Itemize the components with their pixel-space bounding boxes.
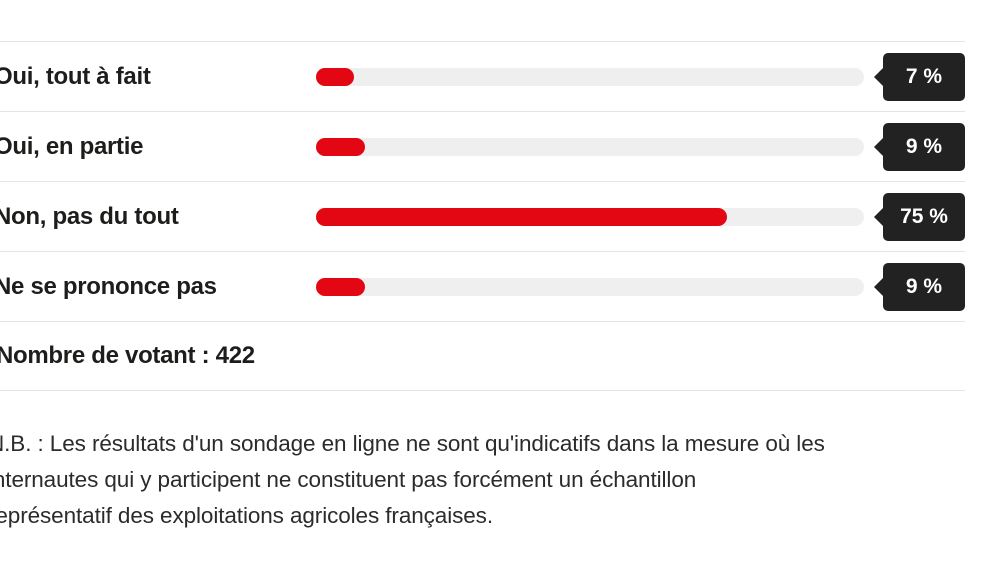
divider [0,41,965,42]
result-bar-fill [316,68,355,86]
percent-badge: 9 % [874,263,965,311]
poll-option-label: Ne se prononce pas [0,273,217,300]
poll-option-oui-en-partie: Oui, en partie 9 % [0,112,965,182]
poll-option-non-pas-du-tout: Non, pas du tout 75 % [0,182,965,252]
result-bar-track [316,208,864,226]
poll-option-label: Non, pas du tout [0,203,179,230]
disclaimer-line: représentatif des exploitations agricole… [0,503,493,528]
result-bar-fill [316,138,366,156]
disclaimer-note: N.B. : Les résultats d'un sondage en lig… [0,426,978,534]
divider [0,181,965,182]
result-bar-track [316,278,864,296]
percent-badge: 7 % [874,53,965,101]
disclaimer-line: internautes qui y participent ne constit… [0,467,697,492]
disclaimer-line: N.B. : Les résultats d'un sondage en lig… [0,431,825,456]
divider [0,321,965,322]
divider [0,111,965,112]
result-bar-track [316,68,864,86]
voter-count: Nombre de votant : 422 [0,342,255,369]
result-bar-fill [316,278,366,296]
divider [0,390,965,391]
result-bar-track [316,138,864,156]
divider [0,251,965,252]
poll-option-label: Oui, tout à fait [0,63,151,90]
result-bar-fill [316,208,727,226]
poll-option-label: Oui, en partie [0,133,144,160]
percent-badge: 9 % [874,123,965,171]
poll-option-ne-se-prononce-pas: Ne se prononce pas 9 % [0,252,965,322]
poll-option-oui-tout-a-fait: Oui, tout à fait 7 % [0,42,965,112]
percent-badge: 75 % [874,193,965,241]
